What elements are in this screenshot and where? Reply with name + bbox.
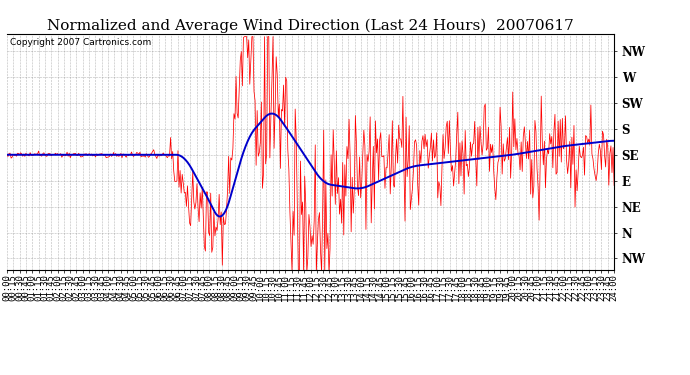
Title: Normalized and Average Wind Direction (Last 24 Hours)  20070617: Normalized and Average Wind Direction (L…: [47, 18, 574, 33]
Text: Copyright 2007 Cartronics.com: Copyright 2007 Cartronics.com: [10, 39, 151, 48]
